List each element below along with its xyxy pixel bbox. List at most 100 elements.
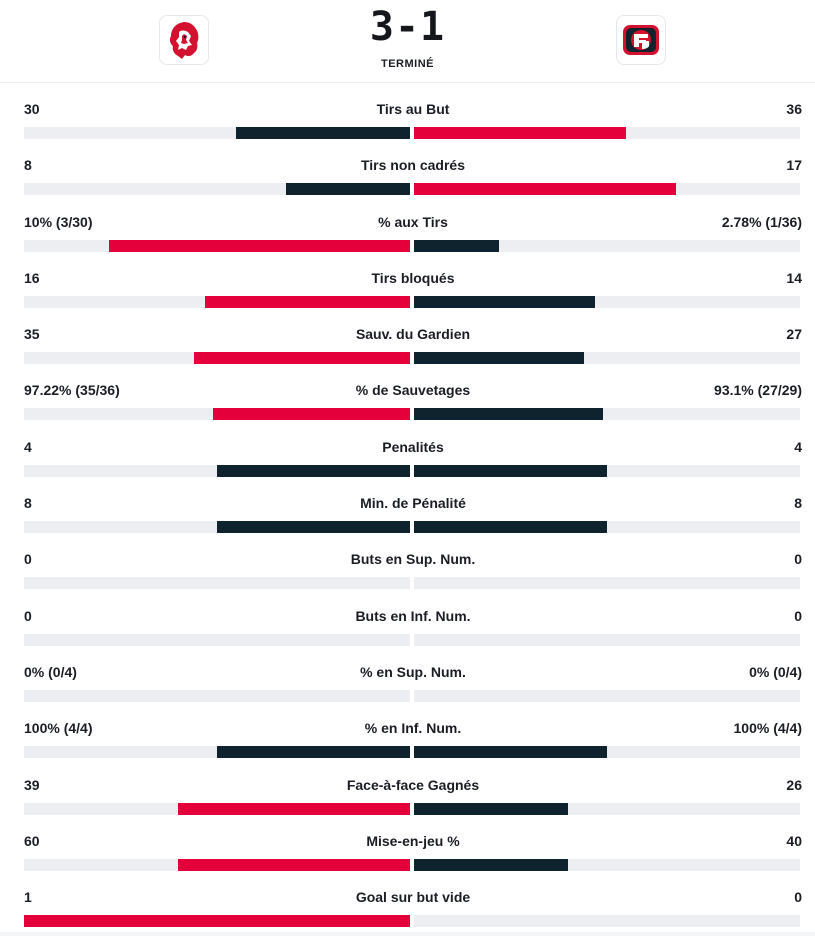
home-bar-track	[24, 239, 410, 252]
stat-row: 35 Sauv. du Gardien 27	[24, 322, 802, 378]
away-bar-fill	[414, 352, 584, 365]
away-bar-track	[414, 577, 800, 590]
away-stat-value: 8	[794, 495, 802, 512]
home-bar-fill	[217, 746, 410, 759]
home-stat-value: 0% (0/4)	[24, 663, 77, 680]
match-header: 3-1 TERMINÉ	[0, 0, 815, 83]
home-stat-value: 1	[24, 889, 32, 906]
home-stat-value: 0	[24, 551, 32, 568]
away-bar-track	[414, 127, 800, 139]
away-team-logo[interactable]	[616, 15, 666, 65]
away-bar-fill	[414, 239, 499, 252]
footer-strip	[0, 932, 815, 936]
stat-bars	[24, 464, 802, 477]
home-bar-track	[24, 295, 410, 308]
home-bar-track	[24, 521, 410, 534]
home-bar-track	[24, 352, 410, 365]
home-stat-value: 39	[24, 776, 40, 793]
stat-row: 10% (3/30) % aux Tirs 2.78% (1/36)	[24, 210, 802, 266]
away-bar-fill	[414, 408, 603, 421]
away-stat-value: 2.78% (1/36)	[721, 213, 802, 230]
stat-bars	[24, 746, 802, 759]
away-bar-fill	[414, 183, 676, 196]
stat-row: 39 Face-à-face Gagnés 26	[24, 773, 802, 829]
away-bar-track	[414, 352, 800, 365]
stat-labels: 0 Buts en Inf. Num. 0	[24, 604, 802, 628]
stat-labels: 97.22% (35/36) % de Sauvetages 93.1% (27…	[24, 378, 802, 402]
away-bar-track	[414, 408, 800, 421]
stat-row: 0 Buts en Sup. Num. 0	[24, 547, 802, 603]
away-bar-track	[414, 464, 800, 477]
stat-name: Min. de Pénalité	[360, 495, 466, 512]
home-team-logo[interactable]	[159, 15, 209, 65]
stats-list: 30 Tirs au But 36 8 Tirs non cadrés 17	[24, 97, 802, 941]
fg-crest-icon	[623, 25, 659, 55]
stat-name: Buts en Inf. Num.	[355, 607, 471, 624]
away-bar-track	[414, 295, 800, 308]
stat-bars	[24, 408, 802, 421]
stat-bars	[24, 521, 802, 534]
home-stat-value: 0	[24, 607, 32, 624]
home-bar-fill	[213, 408, 410, 421]
home-bar-track	[24, 689, 410, 702]
home-bar-track	[24, 464, 410, 477]
home-bar-fill	[24, 915, 410, 928]
stat-name: Mise-en-jeu %	[366, 832, 460, 849]
stat-bars	[24, 689, 802, 702]
stat-name: % de Sauvetages	[355, 382, 471, 399]
stat-name: Tirs bloqués	[371, 269, 455, 286]
home-stat-value: 100% (4/4)	[24, 720, 93, 737]
stat-labels: 0 Buts en Sup. Num. 0	[24, 547, 802, 571]
stat-name: Penalités	[382, 438, 444, 455]
home-bar-fill	[178, 802, 410, 815]
stat-labels: 0% (0/4) % en Sup. Num. 0% (0/4)	[24, 660, 802, 684]
away-stat-value: 0	[794, 889, 802, 906]
stat-name: Face-à-face Gagnés	[346, 776, 480, 793]
stat-bars	[24, 127, 802, 139]
home-bar-track	[24, 183, 410, 196]
stat-labels: 10% (3/30) % aux Tirs 2.78% (1/36)	[24, 210, 802, 234]
stat-labels: 8 Tirs non cadrés 17	[24, 153, 802, 177]
stat-row: 4 Penalités 4	[24, 435, 802, 491]
home-stat-value: 97.22% (35/36)	[24, 382, 120, 399]
stat-name: % aux Tirs	[378, 213, 448, 230]
stat-name: Tirs non cadrés	[360, 157, 465, 174]
stat-row: 30 Tirs au But 36	[24, 97, 802, 153]
away-bar-track	[414, 689, 800, 702]
stat-labels: 30 Tirs au But 36	[24, 97, 802, 121]
home-bar-track	[24, 858, 410, 871]
away-bar-fill	[414, 464, 607, 477]
away-bar-fill	[414, 521, 607, 534]
away-stat-value: 40	[786, 832, 802, 849]
stat-bars	[24, 802, 802, 815]
stat-name: Tirs au But	[376, 101, 450, 117]
home-bar-track	[24, 915, 410, 928]
stat-row: 0 Buts en Inf. Num. 0	[24, 604, 802, 660]
stat-row: 16 Tirs bloqués 14	[24, 266, 802, 322]
away-bar-fill	[414, 746, 607, 759]
away-stat-value: 27	[786, 326, 802, 343]
away-stat-value: 0	[794, 551, 802, 568]
stat-row: 60 Mise-en-jeu % 40	[24, 829, 802, 885]
home-bar-fill	[236, 127, 410, 139]
away-stat-value: 0	[794, 607, 802, 624]
stat-bars	[24, 858, 802, 871]
away-stat-value: 14	[786, 269, 802, 286]
away-stat-value: 36	[786, 101, 802, 117]
away-stat-value: 4	[794, 438, 802, 455]
stat-labels: 4 Penalités 4	[24, 435, 802, 459]
stat-name: Goal sur but vide	[355, 889, 471, 906]
home-bar-fill	[109, 239, 410, 252]
stat-bars	[24, 633, 802, 646]
stat-bars	[24, 915, 802, 928]
stat-bars	[24, 577, 802, 590]
away-bar-track	[414, 183, 800, 196]
stat-bars	[24, 352, 802, 365]
home-bar-track	[24, 746, 410, 759]
away-stat-value: 93.1% (27/29)	[714, 382, 802, 399]
score-display: 3-1	[369, 4, 446, 50]
away-bar-fill	[414, 295, 595, 308]
stat-row: 100% (4/4) % en Inf. Num. 100% (4/4)	[24, 716, 802, 772]
away-bar-track	[414, 633, 800, 646]
stat-row: 8 Min. de Pénalité 8	[24, 491, 802, 547]
